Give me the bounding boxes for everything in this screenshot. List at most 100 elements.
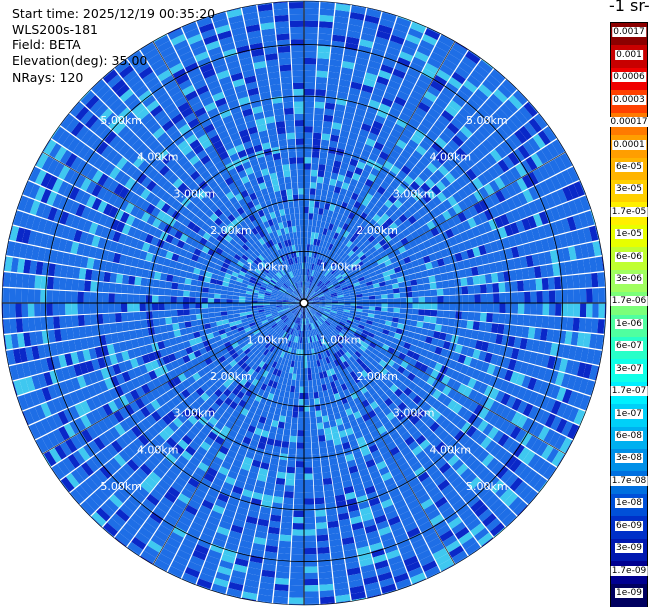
field-gate	[316, 290, 323, 295]
field-gate	[304, 287, 307, 294]
field-gate	[324, 307, 332, 311]
field-gate	[34, 303, 41, 317]
field-gate	[326, 439, 335, 447]
field-gate	[548, 303, 556, 316]
field-gate	[394, 62, 409, 74]
field-gate	[304, 138, 313, 145]
field-gate	[332, 270, 339, 276]
field-gate	[319, 283, 325, 289]
field-gate	[360, 236, 368, 244]
field-gate	[340, 215, 348, 223]
field-gate	[313, 478, 323, 486]
field-gate	[474, 303, 481, 312]
field-gate	[512, 90, 528, 106]
field-gate	[351, 276, 358, 282]
field-gate	[430, 80, 444, 92]
field-gate	[343, 295, 351, 299]
field-gate	[320, 284, 326, 290]
field-gate	[127, 284, 135, 294]
field-gate	[586, 348, 596, 364]
field-gate	[374, 114, 386, 125]
field-gate	[328, 413, 336, 422]
field-gate	[314, 491, 324, 499]
field-gate	[335, 3, 351, 12]
field-gate	[475, 160, 487, 174]
field-gate	[245, 296, 252, 301]
field-gate	[214, 289, 222, 295]
field-gate	[362, 306, 370, 310]
field-gate	[432, 331, 441, 339]
field-gate	[530, 291, 537, 303]
field-gate	[341, 182, 350, 190]
field-gate	[582, 363, 593, 379]
field-gate	[423, 357, 432, 367]
field-gate	[189, 303, 196, 309]
field-gate	[336, 241, 343, 249]
field-gate	[432, 206, 442, 217]
field-gate	[59, 277, 67, 290]
field-gate	[338, 250, 345, 258]
field-gate	[322, 269, 328, 276]
field-gate	[591, 272, 599, 288]
field-gate	[419, 39, 435, 52]
field-gate	[442, 310, 450, 318]
field-gate	[314, 271, 318, 278]
field-gate	[576, 332, 585, 347]
field-gate	[339, 259, 346, 266]
field-gate	[301, 355, 304, 362]
field-gate	[460, 143, 472, 156]
field-gate	[307, 367, 312, 375]
field-gate	[459, 84, 474, 98]
field-gate	[351, 324, 358, 330]
field-gate	[343, 254, 350, 262]
field-gate	[207, 307, 215, 313]
field-gate	[486, 312, 493, 323]
field-gate	[281, 515, 293, 523]
field-gate	[91, 269, 99, 281]
field-gate	[316, 220, 322, 228]
field-gate	[398, 318, 406, 325]
field-gate	[332, 34, 346, 43]
field-gate	[384, 226, 394, 235]
field-gate	[595, 256, 604, 272]
field-gate	[378, 238, 387, 247]
field-gate	[331, 307, 338, 311]
field-gate	[443, 127, 456, 139]
field-gate	[353, 114, 364, 123]
field-gate	[562, 186, 574, 202]
field-gate	[330, 294, 338, 298]
field-gate	[450, 117, 464, 130]
field-gate	[437, 203, 447, 214]
field-gate	[311, 163, 319, 171]
field-gate	[431, 141, 443, 153]
field-gate	[467, 377, 477, 389]
field-gate	[277, 553, 291, 561]
field-gate	[562, 202, 573, 218]
field-gate	[429, 282, 437, 290]
field-gate	[484, 196, 495, 209]
field-gate	[304, 355, 307, 362]
field-gate	[139, 294, 146, 303]
field-gate	[322, 127, 332, 135]
field-gate	[517, 192, 528, 206]
field-gate	[413, 265, 421, 274]
field-gate	[344, 42, 359, 51]
field-gate	[329, 204, 336, 212]
field-gate	[483, 183, 495, 196]
field-gate	[393, 22, 410, 34]
field-gate	[483, 209, 494, 221]
field-gate	[323, 114, 334, 123]
field-gate	[319, 201, 326, 209]
field-gate	[431, 243, 441, 253]
field-gate	[333, 205, 341, 214]
field-gate	[486, 74, 501, 89]
field-gate	[435, 40, 451, 53]
field-gate	[388, 107, 401, 118]
field-gate	[408, 254, 417, 262]
field-gate	[363, 164, 373, 173]
field-gate	[376, 186, 386, 195]
field-gate	[153, 271, 162, 280]
field-gate	[159, 317, 167, 326]
field-gate	[389, 256, 398, 264]
field-gate	[314, 497, 325, 505]
